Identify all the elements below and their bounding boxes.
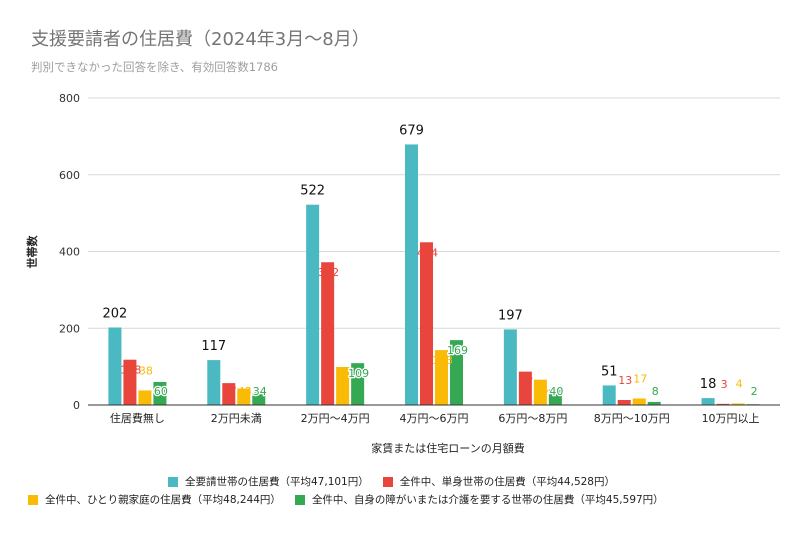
data-label: 87 [519,376,533,389]
legend-swatch [382,476,393,487]
bar [731,403,745,405]
bar [153,381,167,405]
y-tick-label: 400 [59,246,80,259]
bar [207,360,221,405]
bar [435,350,448,405]
data-label: 118 [120,364,141,377]
bar [503,329,517,405]
data-label: 679 [399,123,424,138]
legend-row: 全件中、ひとり親家庭の住居費（平均48,244円） 全件中、自身の障がいまたは介… [28,492,678,507]
x-tick-label: 6万円～8万円 [498,412,567,425]
x-axis-label: 家賃または住宅ローンの月額費 [371,441,524,455]
y-axis-label: 世帯数 [25,235,39,269]
x-tick-label: 2万円～4万円 [301,412,370,425]
data-label: 109 [348,367,369,380]
data-label: 169 [447,344,468,357]
bar [405,144,418,405]
legend-item: 全件中、自身の障がいまたは介護を要する世帯の住居費（平均45,597円） [294,492,664,507]
bar [252,391,266,405]
data-label: 40 [549,385,563,398]
bar [237,388,251,405]
gridlines [88,97,780,329]
data-label: 372 [318,266,339,279]
data-label: 60 [154,385,168,398]
x-tick-label: 4万円～6万円 [400,412,469,425]
legend-label: 全件中、自身の障がいまたは介護を要する世帯の住居費（平均45,597円） [311,494,664,506]
data-label: 117 [201,339,226,354]
y-tick-label: 600 [59,169,80,182]
data-label: 51 [601,364,618,379]
bar [336,367,350,405]
legend-swatch [168,476,178,487]
bar [533,379,547,405]
data-label: 8 [652,385,659,398]
bar [420,242,433,405]
bar [632,398,646,405]
bar [222,383,236,405]
legend-label: 全要請世帯の住居費（平均47,101円） [185,476,369,488]
data-label: 99 [337,371,351,384]
y-tick-label: 200 [59,322,80,335]
bar [617,400,631,405]
data-label: 143 [432,354,453,367]
data-label: 2 [751,385,758,398]
bar [647,401,661,405]
legend-item: 全件中、単身世帯の住居費（平均44,528円） [382,474,615,489]
legend-label: 全件中、ひとり親家庭の住居費（平均48,244円） [45,494,281,506]
data-label: 38 [139,364,153,377]
chart-title: 支援要請者の住居費（2024年3月～8月） [31,29,370,50]
data-label: 522 [300,184,325,199]
data-label: 202 [103,306,128,321]
legend-swatch [28,494,38,505]
x-tick-label: 10万円以上 [702,412,760,425]
bar [306,204,320,405]
data-label: 13 [618,374,632,387]
data-label: 424 [417,246,438,259]
data-label: 43 [238,385,252,398]
data-label: 57 [223,385,237,398]
bar [548,389,562,405]
legend-swatch [294,494,305,505]
legend-row: 全要請世帯の住居費（平均47,101円） 全件中、単身世帯の住居費（平均44,5… [168,474,629,489]
data-label: 66 [534,384,548,397]
y-tick-label: 0 [73,399,80,412]
data-label: 197 [498,308,523,323]
x-tick-label: 2万円未満 [211,412,262,425]
data-label: 3 [721,378,728,391]
bar [321,262,335,405]
bar [450,340,463,405]
x-tick-label: 住居費無し [110,411,165,425]
chart-subtitle: 判別できなかった回答を除き、有効回答数1786 [31,60,278,74]
data-label: 17 [633,372,647,385]
data-label: 18 [700,377,717,392]
bar [351,363,365,405]
legend-item: 全要請世帯の住居費（平均47,101円） [168,474,369,489]
bar [701,398,715,405]
bar [108,327,122,405]
data-label: 34 [253,385,267,398]
data-label: 4 [736,377,743,390]
axes: 0 200 400 600 800 住居費無し 2万円未満 2万円～4万円 4万円～6万円 6万円… [59,92,780,425]
bar [138,390,152,405]
legend-item: 全件中、ひとり親家庭の住居費（平均48,244円） [28,492,281,507]
bar [123,359,137,405]
bars [108,144,760,405]
y-tick-label: 800 [59,92,80,105]
legend-label: 全件中、単身世帯の住居費（平均44,528円） [399,476,615,488]
x-tick-label: 8万円～10万円 [594,412,670,425]
bar [716,403,730,405]
bar [602,385,616,405]
bar [518,371,532,405]
